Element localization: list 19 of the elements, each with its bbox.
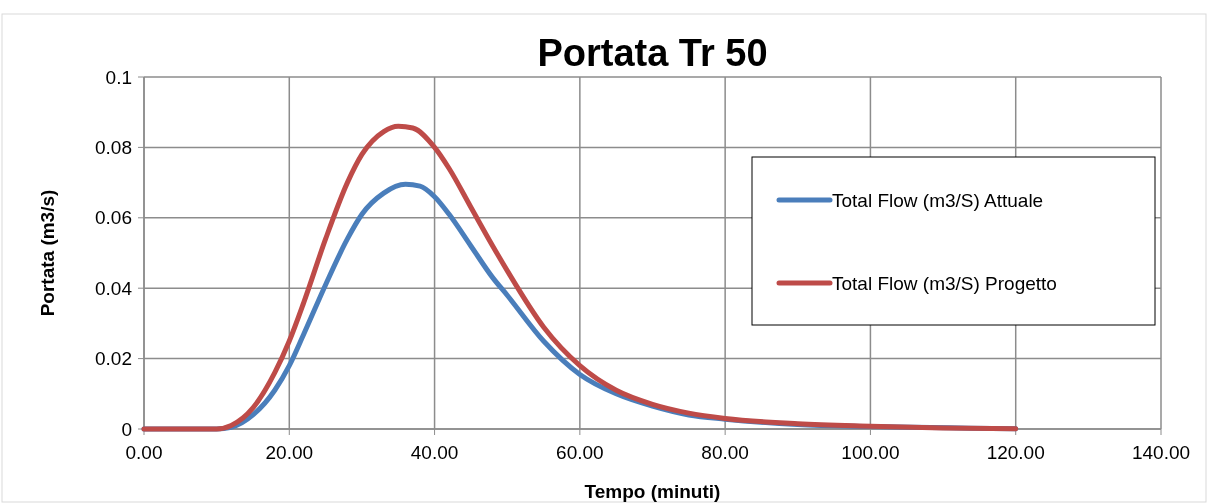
x-tick-label: 20.00: [265, 442, 314, 463]
x-tick-label: 140.00: [1131, 442, 1191, 463]
y-tick-label: 0: [121, 418, 132, 440]
y-tick-label: 0.1: [105, 66, 132, 88]
x-tick-label: 80.00: [701, 442, 749, 463]
x-tick-label: 120.00: [986, 442, 1045, 463]
y-tick-label: 0.06: [95, 207, 132, 229]
x-tick-label: 100.00: [841, 442, 900, 463]
legend-label: Total Flow (m3/S) Attuale: [832, 189, 1044, 211]
y-tick-label: 0.04: [95, 277, 133, 299]
x-tick-label: 40.00: [410, 442, 459, 463]
chart-title: Portata Tr 50: [537, 32, 768, 74]
x-axis-title: Tempo (minuti): [584, 481, 721, 502]
y-tick-label: 0.08: [95, 137, 132, 159]
legend-label: Total Flow (m3/S) Progetto: [832, 272, 1057, 294]
x-tick-label: 60.00: [556, 442, 604, 463]
y-tick-label: 0.02: [95, 348, 132, 370]
y-axis-title: Portata (m3/s): [37, 189, 58, 317]
x-tick-label: 0.00: [125, 442, 163, 463]
